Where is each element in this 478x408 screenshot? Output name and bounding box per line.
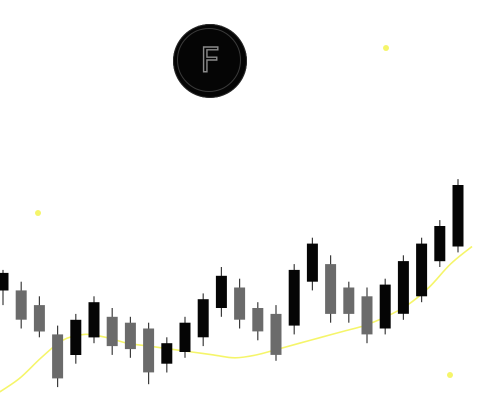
candle	[434, 220, 446, 267]
f-coin-logo-icon: F	[200, 40, 221, 81]
f-coin-logo: F	[173, 24, 247, 98]
candle	[215, 267, 227, 317]
candle-body-bearish	[361, 296, 373, 335]
candle	[15, 281, 27, 329]
candle	[379, 278, 391, 335]
yellow-dot-top-right	[383, 45, 389, 51]
candle-body-bullish	[288, 269, 300, 326]
candle-body-bearish	[252, 308, 264, 332]
candle	[252, 302, 264, 341]
yellow-dot-bottom-right	[447, 372, 453, 378]
candle-body-bullish	[161, 343, 173, 364]
candle	[161, 337, 173, 373]
candle	[325, 255, 337, 323]
candle	[33, 296, 45, 338]
candle	[70, 313, 82, 364]
candle-body-bearish	[106, 316, 118, 347]
candle-body-bearish	[325, 264, 337, 314]
candle	[143, 322, 155, 385]
candle	[452, 179, 464, 253]
candle-body-bearish	[343, 287, 355, 314]
candle-body-bearish	[33, 305, 45, 332]
candle	[397, 255, 409, 320]
decorative-dots	[35, 45, 453, 378]
candle-body-bearish	[124, 322, 136, 350]
candle-body-bullish	[197, 299, 209, 338]
candle	[52, 325, 64, 388]
candle-body-bullish	[88, 302, 100, 338]
candle	[106, 308, 118, 355]
candle-body-bearish	[15, 290, 27, 320]
candle-body-bullish	[306, 243, 318, 282]
candle	[361, 287, 373, 344]
candle-body-bullish	[70, 319, 82, 355]
candle-body-bullish	[416, 243, 428, 297]
candle	[343, 281, 355, 323]
candle-body-bullish	[397, 261, 409, 314]
candle	[88, 296, 100, 344]
candle-body-bullish	[179, 322, 191, 352]
candle-body-bearish	[270, 313, 282, 355]
candle-body-bearish	[234, 287, 246, 320]
candle-body-bullish	[379, 284, 391, 329]
yellow-dot-left	[35, 210, 41, 216]
candle	[197, 293, 209, 347]
candle-body-bullish	[434, 226, 446, 262]
candle	[416, 237, 428, 303]
candle	[179, 316, 191, 358]
candle	[124, 316, 136, 358]
candle-body-bullish	[215, 275, 227, 308]
candle-body-bearish	[143, 328, 155, 373]
candle	[0, 269, 9, 306]
candle	[288, 264, 300, 335]
logo-ring	[177, 28, 241, 92]
candle	[270, 305, 282, 361]
candle-body-bullish	[0, 272, 9, 291]
candle-body-bullish	[452, 185, 464, 247]
candle	[306, 237, 318, 291]
candles-layer	[0, 179, 464, 388]
candle	[234, 278, 246, 329]
candle-body-bearish	[52, 334, 64, 379]
